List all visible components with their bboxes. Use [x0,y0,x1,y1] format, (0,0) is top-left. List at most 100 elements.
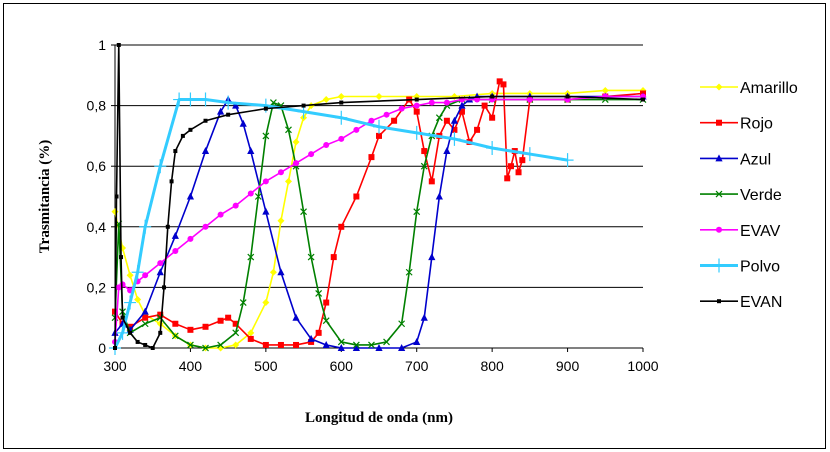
point-amarillo-10 [232,341,240,349]
series-layer [109,43,647,355]
point-azul-27 [450,116,459,124]
point-azul-5 [171,231,179,239]
point-evav-5 [142,272,149,279]
point-rojo-35 [489,114,496,121]
point-rojo-25 [413,108,420,115]
point-rojo-10 [232,320,239,327]
point-verde-15 [269,99,277,106]
point-evav-20 [368,117,375,124]
point-verde-26 [383,338,390,346]
point-amarillo-2 [126,271,134,279]
legend-swatch-marker [713,258,725,273]
axes [114,45,643,349]
point-evan-13 [173,149,178,154]
legend-label: Amarillo [740,80,798,97]
point-rojo-31 [458,108,465,115]
legend-item-polvo: Polvo [700,258,780,276]
point-evav-9 [202,223,209,230]
point-evan-20 [339,100,344,105]
point-amarillo-27 [601,86,609,94]
point-amarillo-0 [111,208,119,216]
point-azul-13 [262,207,270,215]
legend-swatch-marker [716,226,722,233]
point-azul-26 [443,147,451,155]
point-evav-29 [526,96,533,103]
legend-item-amarillo: Amarillo [700,80,798,97]
point-azul-23 [420,313,428,321]
point-rojo-23 [391,117,398,124]
point-azul-16 [307,334,315,342]
y-tick-label-4: 0,8 [87,98,107,114]
point-rojo-27 [428,178,435,185]
point-evan-9 [158,330,163,335]
point-azul-18 [337,344,345,351]
point-azul-22 [413,337,421,345]
series-polvo [109,92,574,355]
point-rojo-6 [187,326,194,333]
series-evan [113,43,645,350]
point-polvo-17 [523,147,536,162]
point-verde-4 [141,320,149,328]
point-polvo-7 [184,92,197,107]
point-azul-4 [156,268,164,276]
point-azul-25 [435,192,443,200]
point-verde-7 [187,341,194,349]
point-verde-17 [285,126,292,134]
point-polvo-13 [373,119,385,134]
point-evav-27 [474,96,481,103]
point-polvo-2 [124,295,137,310]
series-evav [112,93,646,345]
point-rojo-17 [323,299,330,306]
point-evan-0 [113,346,117,350]
point-rojo-8 [217,317,224,324]
point-rojo-42 [519,157,526,164]
point-verde-32 [435,114,443,122]
point-rojo-30 [451,126,458,133]
x-tick-label-2: 500 [254,358,278,374]
point-evan-17 [226,112,231,117]
point-evav-8 [187,235,194,242]
legend-item-rojo: Rojo [700,116,773,133]
point-evan-24 [641,97,645,102]
point-evan-23 [565,94,570,99]
point-evav-24 [428,99,435,106]
point-evan-15 [188,127,193,132]
point-evav-15 [293,160,300,167]
point-rojo-16 [315,329,322,336]
point-amarillo-23 [450,93,458,101]
point-evan-10 [162,285,167,290]
x-tick-label-6: 900 [556,358,580,374]
gridlines [115,44,643,349]
x-tick-label-4: 700 [405,358,429,374]
point-evan-4 [120,315,125,320]
legend-label: Azul [740,151,771,168]
point-evan-8 [150,346,155,350]
point-rojo-14 [293,341,300,348]
y-tick-label-1: 0,2 [87,279,107,295]
point-azul-14 [277,268,285,276]
point-amarillo-12 [262,299,270,307]
point-evav-25 [443,99,450,106]
point-evan-21 [414,97,419,102]
point-rojo-29 [443,117,450,124]
point-evav-11 [232,202,239,209]
x-tick-label-3: 600 [330,358,354,374]
point-rojo-13 [277,341,284,348]
point-evav-7 [172,248,179,255]
point-evav-14 [277,169,284,176]
y-tick-label-2: 0,4 [87,219,107,235]
y-tick-label-0: 0 [98,340,106,356]
y-tick-label-5: 1 [98,37,106,53]
point-azul-20 [375,344,383,351]
point-azul-3 [141,307,149,315]
point-rojo-4 [157,311,164,318]
point-evav-23 [413,102,420,109]
point-evan-7 [143,342,148,347]
point-polvo-8 [199,92,212,107]
point-verde-12 [247,253,255,261]
point-azul-10 [232,101,240,109]
point-evav-19 [353,126,360,133]
point-evav-6 [157,260,164,267]
point-verde-29 [413,208,421,216]
point-rojo-18 [330,254,337,261]
